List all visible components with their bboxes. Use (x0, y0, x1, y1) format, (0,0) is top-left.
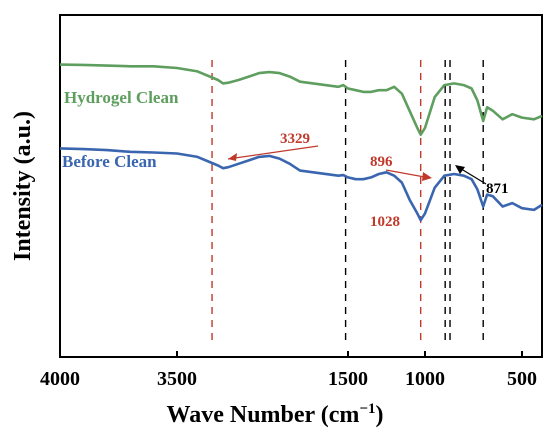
annotation-3329-arrowhead (228, 153, 237, 161)
y-axis-title: Intensity (a.u.) (10, 111, 36, 261)
reference-lines (211, 60, 484, 340)
annotation-3329-arrow (227, 145, 319, 160)
series-line-before-clean (59, 147, 543, 222)
annotation-1028: 1028 (370, 214, 400, 230)
x-tick-label-4000: 4000 (40, 368, 80, 390)
x-axis-title-sup: −1 (359, 401, 375, 417)
series-line-hydrogel-clean (59, 63, 543, 136)
series-label-before-clean: Before Clean (62, 152, 157, 171)
annotation-896-arrowhead (422, 172, 432, 181)
x-tick-label-1500: 1500 (328, 368, 368, 390)
annotation-896: 896 (370, 154, 393, 170)
x-axis-title-close: ) (375, 402, 383, 428)
series-label-hydrogel-clean: Hydrogel Clean (64, 88, 179, 107)
annotation-871-arrowhead (455, 165, 465, 174)
x-axis-title-main: Wave Number (cm (167, 402, 360, 428)
x-axis-ticks: 4000 3500 1500 1000 500 (40, 351, 537, 390)
x-tick-label-3500: 3500 (157, 368, 197, 390)
series-layer (59, 63, 543, 222)
x-tick-label-500: 500 (507, 368, 537, 390)
annotation-871: 871 (486, 181, 509, 197)
x-tick-label-1000: 1000 (405, 368, 445, 390)
plot-frame (59, 14, 543, 358)
annotation-3329: 3329 (280, 131, 310, 147)
x-axis-title: Wave Number (cm−1) (167, 401, 384, 428)
